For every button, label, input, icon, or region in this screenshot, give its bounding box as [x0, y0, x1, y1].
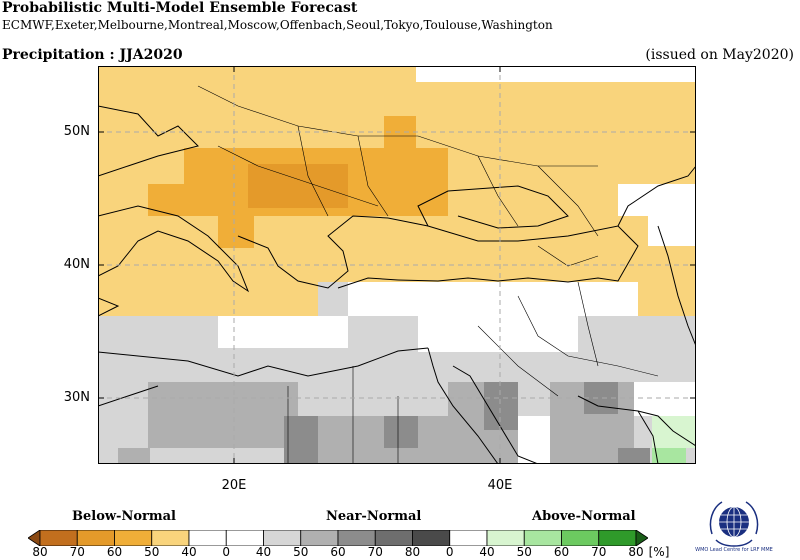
lat-label-30n: 30N — [63, 390, 90, 405]
colorbar-cell — [598, 530, 637, 546]
colorbar-cell — [412, 530, 451, 546]
colorbar-cell — [76, 530, 115, 546]
colorbar-unit: [%] — [648, 545, 670, 559]
above-50-cell — [652, 448, 686, 464]
variable-season-title: Precipitation : JJA2020 — [2, 47, 183, 63]
below-60-cell — [218, 216, 254, 248]
colorbar-tick-label: 40 — [181, 545, 197, 559]
near-60-cell — [284, 416, 318, 464]
white-cell — [618, 184, 696, 216]
below-60-cell — [384, 116, 416, 150]
colorbar-tick-label: 50 — [144, 545, 160, 559]
near-60-cell — [484, 382, 518, 430]
near-50-cell — [118, 448, 150, 464]
colorbar-tick-label: 70 — [591, 545, 607, 559]
colorbar-cell — [188, 530, 227, 546]
colorbar-tick-label: 50 — [516, 545, 532, 559]
near-50-cell — [148, 382, 298, 448]
colorbar-cell — [449, 530, 488, 546]
colorbar-cell — [151, 530, 190, 546]
below-70-cell — [248, 164, 348, 208]
forecast-title: Probabilistic Multi-Model Ensemble Forec… — [2, 0, 358, 16]
colorbar-tick-label: 60 — [330, 545, 346, 559]
colorbar-tick-label: 80 — [404, 545, 421, 559]
near-60-cell — [384, 416, 418, 448]
colorbar-tick-label: 70 — [367, 545, 383, 559]
lat-label-50n: 50N — [63, 124, 90, 139]
near-60-cell — [618, 448, 650, 464]
colorbar-cell — [561, 530, 600, 546]
white-cell — [634, 382, 696, 416]
lat-label-40n: 40N — [63, 257, 90, 272]
forecast-map — [98, 66, 696, 464]
colorbar-cell — [523, 530, 562, 546]
colorbar-cell — [114, 530, 153, 546]
colorbar-cell — [337, 530, 376, 546]
colorbar-tick-label: 40 — [479, 545, 495, 559]
country-borders — [197, 85, 659, 464]
white-cell — [578, 282, 638, 316]
colorbar-tick-label: 70 — [69, 545, 85, 559]
colorbar-cap-left — [28, 530, 41, 546]
white-cell — [418, 282, 578, 352]
issued-date: (issued on May2020) — [645, 47, 794, 63]
white-cell — [348, 282, 418, 316]
colorbar-cell — [263, 530, 302, 546]
lon-label-40e: 40E — [487, 478, 513, 493]
below-60-cell — [148, 184, 198, 216]
colorbar-cell — [300, 530, 339, 546]
colorbar-cell — [374, 530, 413, 546]
colorbar-tick-label: 60 — [553, 545, 570, 559]
colorbar-cap-right — [635, 530, 648, 546]
wmo-logo — [709, 501, 759, 547]
colorbar-tick-label: 0 — [445, 545, 454, 559]
colorbar-cell — [225, 530, 264, 546]
white-cell — [518, 416, 550, 464]
colorbar-tick-label: 80 — [32, 545, 48, 559]
axis-ticks — [98, 66, 696, 464]
lon-label-20e: 20E — [221, 478, 247, 493]
wmo-logo-text: WMO Lead Centre for LRF MME — [695, 547, 773, 553]
coastlines — [98, 105, 696, 464]
colorbar-tick-label: 0 — [222, 545, 231, 559]
colorbar — [28, 530, 648, 546]
legend-near-normal: Near-Normal — [326, 509, 422, 524]
colorbar-cell — [486, 530, 525, 546]
white-cell — [648, 216, 696, 246]
white-cell — [416, 66, 696, 82]
colorbar-tick-label: 80 — [628, 545, 644, 559]
colorbar-cell — [39, 530, 78, 546]
graticule — [98, 66, 696, 464]
legend-below-normal: Below-Normal — [72, 509, 176, 524]
colorbar-tick-label: 40 — [255, 545, 272, 559]
contributing-centres: ECMWF,Exeter,Melbourne,Montreal,Moscow,O… — [2, 18, 553, 32]
colorbar-tick-label: 60 — [106, 545, 123, 559]
white-cell — [218, 316, 348, 348]
legend-above-normal: Above-Normal — [532, 509, 636, 524]
colorbar-tick-label: 50 — [293, 545, 309, 559]
